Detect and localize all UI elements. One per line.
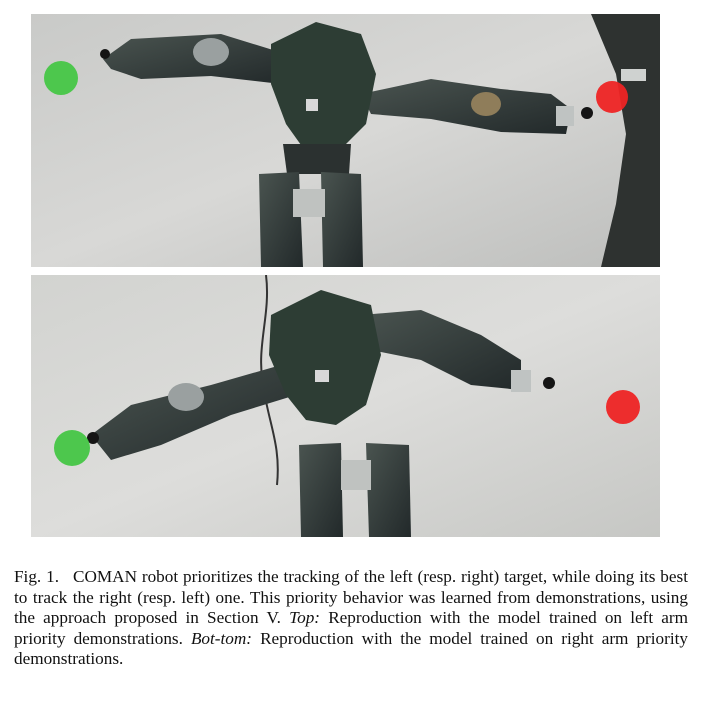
bottom-green-target (54, 430, 90, 466)
top-red-target (596, 81, 628, 113)
caption-text-2: Reproduction with the model trained on l… (14, 608, 688, 648)
top-torso (271, 22, 376, 174)
bottom-torso (269, 290, 381, 425)
caption-text-3: Reproduction with the model trained on r… (14, 628, 689, 669)
figure-caption: Fig. 1. COMAN robot prioritizes the track… (14, 567, 688, 670)
top-robot-scene (31, 14, 660, 267)
top-right-arm (361, 79, 593, 134)
caption-text-1: COMAN robot prioritizes the tracking of … (14, 567, 688, 628)
bottom-legs (299, 443, 411, 537)
caption-bottom-label: Bot-tom: (190, 628, 253, 648)
bottom-left-arm (87, 365, 296, 460)
bottom-right-arm (361, 310, 555, 392)
top-green-target (44, 61, 78, 95)
bottom-red-target (606, 390, 640, 424)
top-left-arm (100, 34, 286, 84)
bottom-photo (31, 275, 660, 537)
figure-label: Fig. 1. (14, 567, 59, 586)
top-photo (31, 14, 660, 267)
caption-top-label: Top: (289, 608, 321, 628)
bottom-robot-scene (31, 275, 660, 537)
top-legs (259, 172, 363, 267)
